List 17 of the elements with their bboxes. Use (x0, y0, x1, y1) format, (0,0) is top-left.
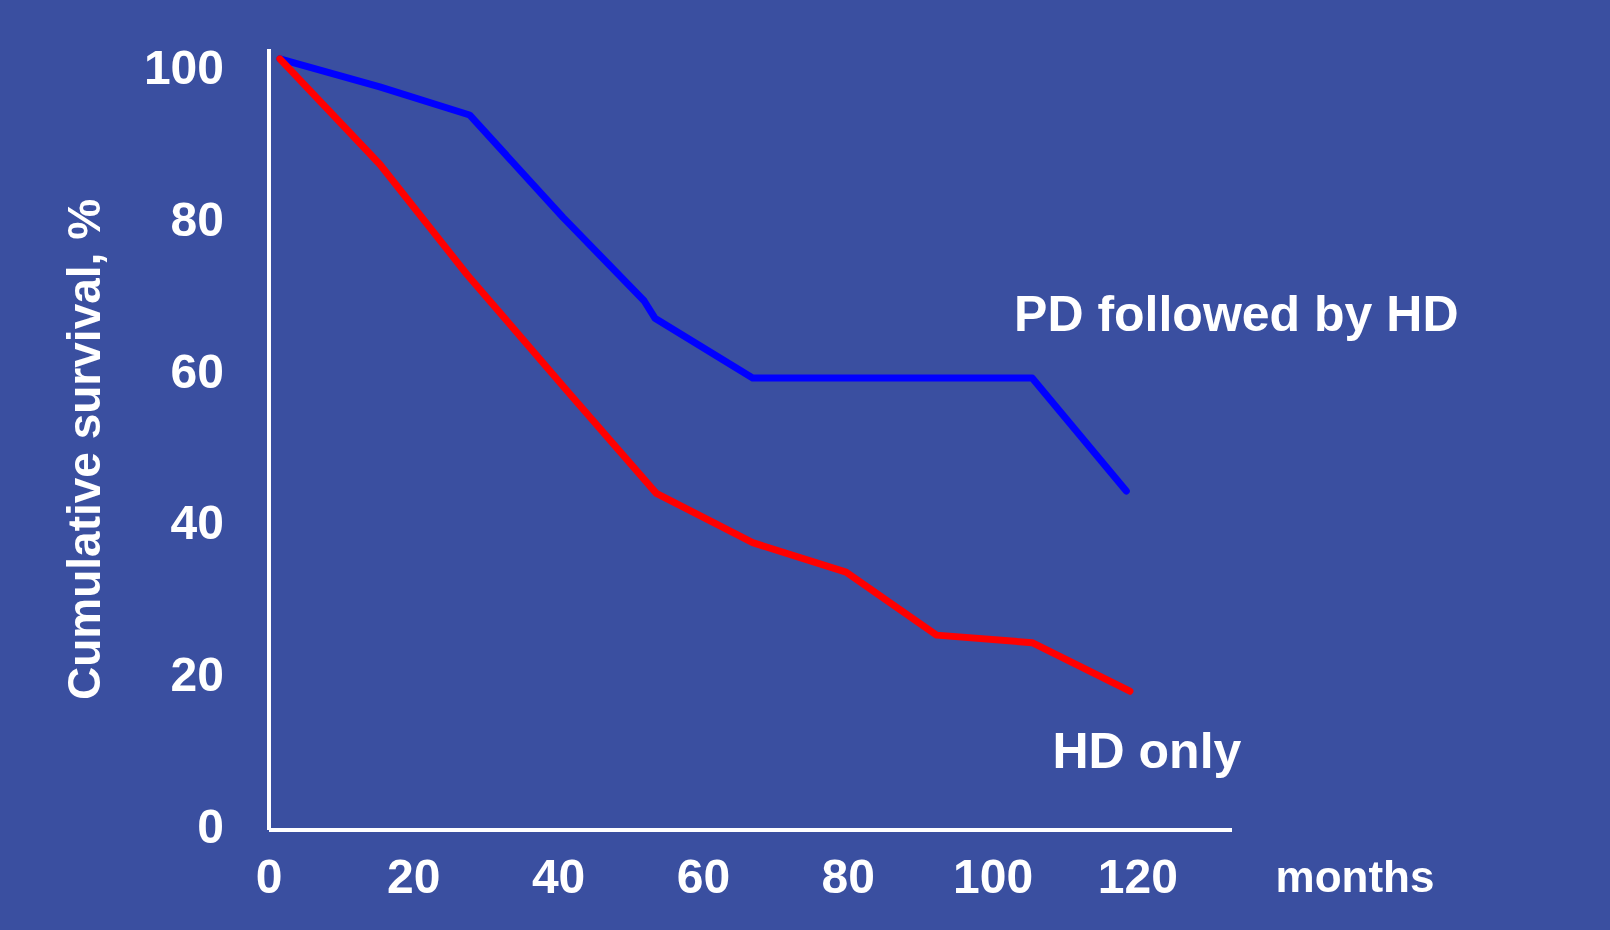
y-tick-label: 0 (197, 799, 224, 853)
x-tick-label: 80 (821, 849, 875, 903)
x-axis-title: months (1275, 851, 1435, 901)
y-axis-title: Cumulative survival, % (58, 198, 111, 701)
x-tick-label: 120 (1097, 849, 1178, 903)
y-tick-label: 100 (143, 41, 224, 95)
y-tick-label: 40 (170, 496, 224, 550)
x-tick-label: 0 (255, 849, 283, 903)
y-tick-label: 80 (170, 193, 224, 247)
series-label: PD followed by HD (1014, 286, 1459, 343)
series-label: HD only (1052, 723, 1242, 780)
x-tick-label: 20 (387, 849, 441, 903)
x-tick-label: 60 (676, 849, 731, 903)
y-tick-label: 60 (170, 344, 224, 398)
y-tick-label: 20 (170, 648, 224, 702)
x-tick-label: 100 (953, 849, 1034, 903)
x-tick-label: 40 (531, 849, 586, 903)
